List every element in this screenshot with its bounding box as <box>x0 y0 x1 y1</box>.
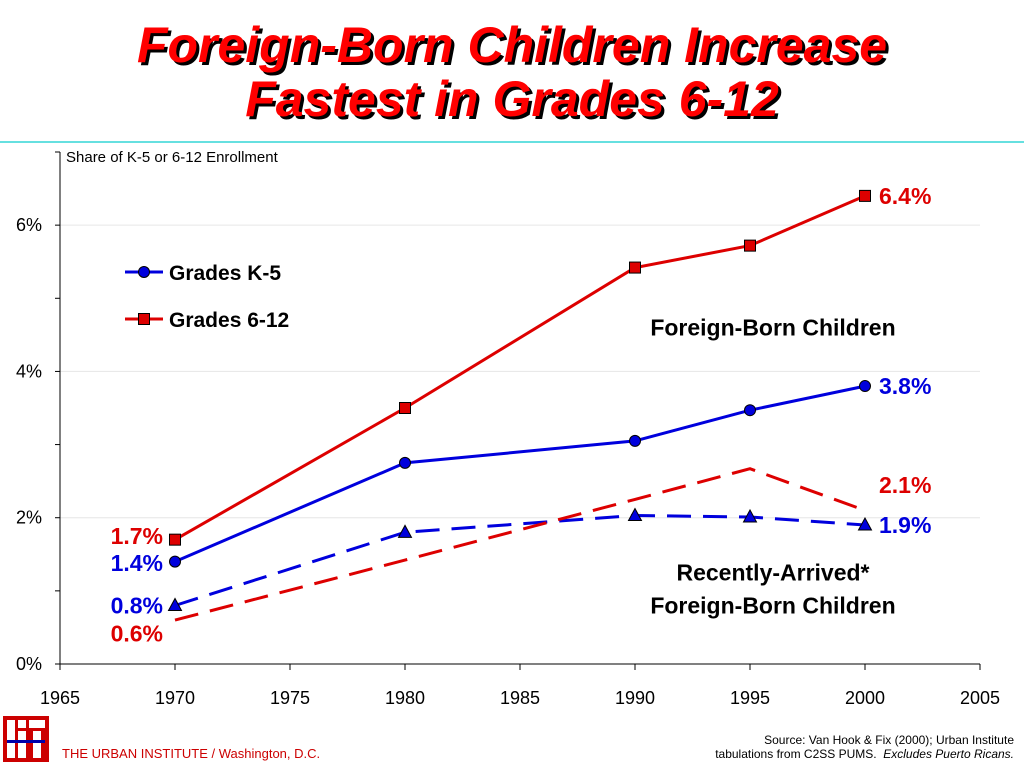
data-label: 1.7% <box>111 523 163 549</box>
data-point <box>629 261 641 274</box>
data-point <box>169 555 181 568</box>
x-tick-label: 1980 <box>385 688 425 708</box>
title-line-2: Fastest in Grades 6-12 <box>245 71 779 127</box>
annotation-label: Recently-Arrived* <box>676 560 869 586</box>
source-line-1: Source: Van Hook & Fix (2000); Urban Ins… <box>764 733 1014 747</box>
x-tick-label: 2005 <box>960 688 1000 708</box>
data-point <box>167 597 183 611</box>
data-point <box>744 404 756 417</box>
source-exclusion: Excludes Puerto Ricans. <box>883 747 1014 761</box>
footer-org: THE URBAN INSTITUTE / Washington, D.C. <box>62 746 321 761</box>
series-line-recently-arrived-6-12 <box>174 467 866 622</box>
source-note: Source: Van Hook & Fix (2000); Urban Ins… <box>715 733 1014 761</box>
data-point <box>742 508 758 523</box>
series-line-foreign-born-K-5 <box>174 384 866 563</box>
data-point <box>399 402 411 414</box>
series-line-foreign-born-6-12 <box>174 194 866 542</box>
data-label: 3.8% <box>879 373 931 399</box>
data-label: 1.4% <box>111 550 163 576</box>
title-divider <box>0 141 1024 143</box>
y-tick-label: 4% <box>16 361 42 381</box>
x-tick-label: 1965 <box>40 688 80 708</box>
data-label: 0.6% <box>111 620 163 646</box>
y-tick-label: 0% <box>16 654 42 674</box>
x-tick-label: 1985 <box>500 688 540 708</box>
data-label: 2.1% <box>879 472 931 498</box>
data-point <box>627 507 643 522</box>
page-title: Foreign-Born Children Increase Fastest i… <box>0 18 1024 126</box>
x-tick-label: 1975 <box>270 688 310 708</box>
urban-institute-logo-icon <box>3 716 49 762</box>
data-label: 6.4% <box>879 183 931 209</box>
annotation-label: Foreign-Born Children <box>650 592 895 618</box>
legend-marker <box>138 313 150 325</box>
data-point <box>629 434 641 447</box>
data-point <box>859 189 871 202</box>
legend-label: Grades K-5 <box>169 262 281 285</box>
data-point <box>744 239 756 252</box>
data-label: 1.9% <box>879 512 931 538</box>
y-tick-label: 2% <box>16 508 42 528</box>
y-axis-label: Share of K-5 or 6-12 Enrollment <box>66 149 279 166</box>
legend-label: Grades 6-12 <box>169 309 289 332</box>
source-line-2: tabulations from C2SS PUMS. <box>715 747 877 761</box>
data-point <box>859 380 871 393</box>
x-tick-label: 2000 <box>845 688 885 708</box>
data-point <box>399 456 411 469</box>
data-point <box>397 524 413 538</box>
y-tick-label: 6% <box>16 215 42 235</box>
annotation-label: Foreign-Born Children <box>650 315 895 341</box>
x-tick-label: 1970 <box>155 688 195 708</box>
data-label: 0.8% <box>111 592 163 618</box>
title-line-1: Foreign-Born Children Increase <box>136 17 888 73</box>
data-point <box>169 533 181 546</box>
x-tick-label: 1995 <box>730 688 770 708</box>
data-point <box>857 516 873 531</box>
x-tick-label: 1990 <box>615 688 655 708</box>
legend-marker <box>138 266 150 278</box>
